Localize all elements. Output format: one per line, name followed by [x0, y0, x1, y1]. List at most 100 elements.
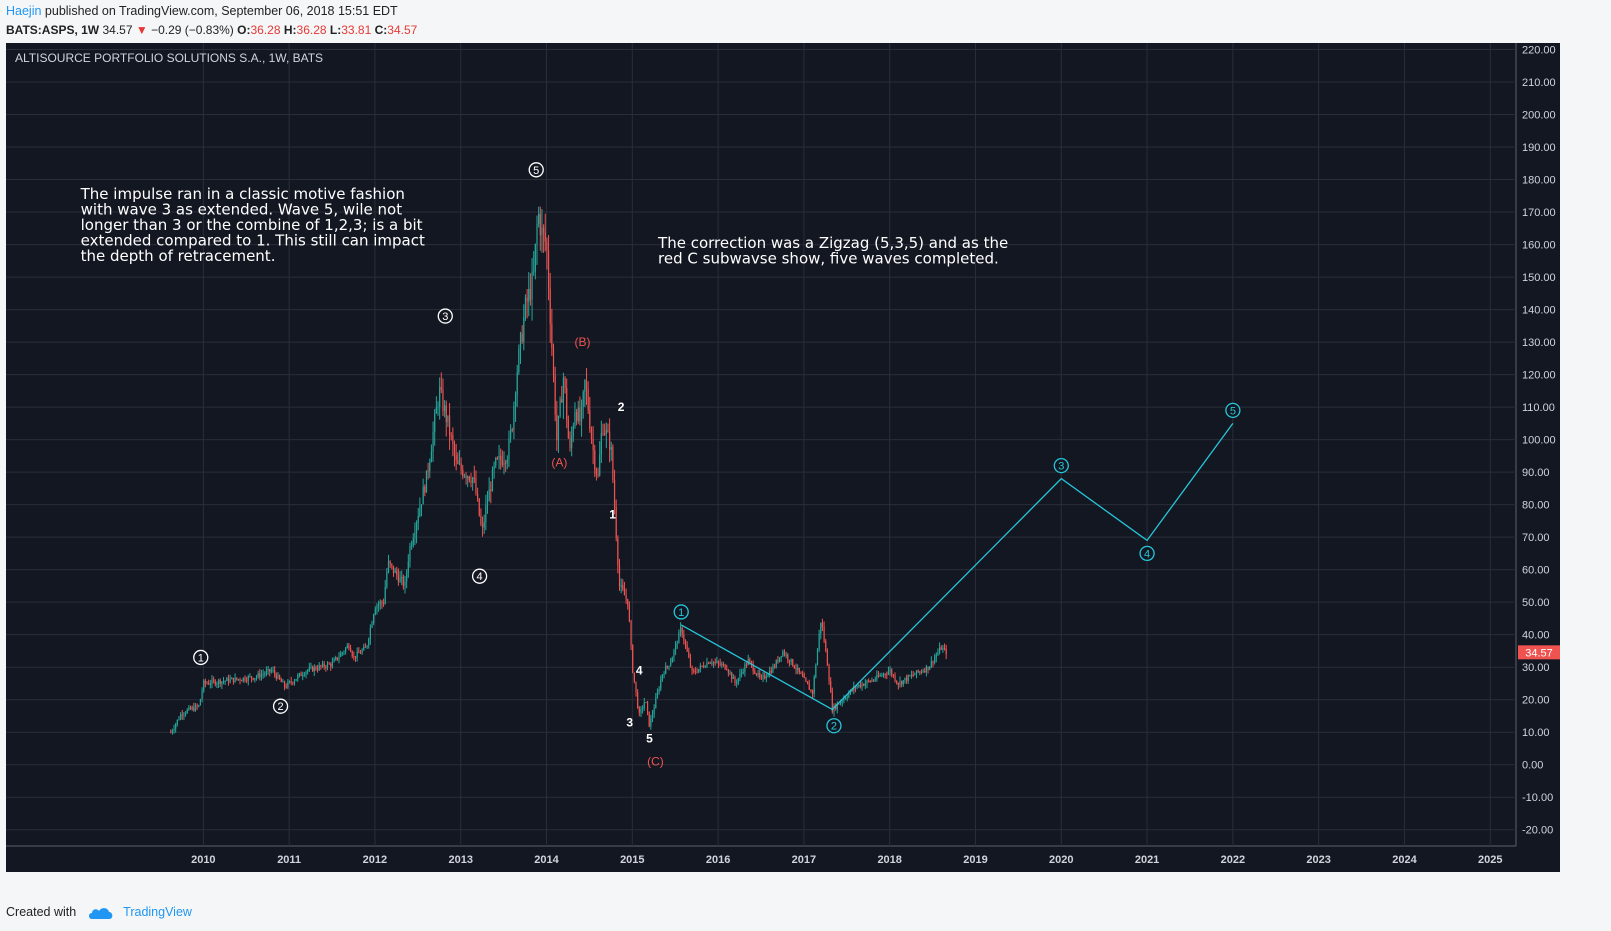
candle-body: [777, 660, 779, 662]
candle-body: [292, 682, 294, 684]
candle-body: [760, 676, 762, 678]
candle-body: [447, 415, 449, 423]
candle-body: [693, 670, 695, 672]
price-tick-label: 120.00: [1522, 370, 1556, 382]
chart-title: ALTISOURCE PORTFOLIO SOLUTIONS S.A., 1W,…: [15, 51, 323, 65]
candle-body: [498, 455, 500, 459]
candle-body: [518, 348, 520, 373]
candle-body: [790, 659, 792, 663]
candle-body: [582, 391, 584, 408]
candle-body: [646, 702, 649, 712]
candle-body: [485, 505, 487, 522]
candle-body: [920, 671, 923, 673]
candle-body: [868, 680, 870, 682]
time-tick-label: 2022: [1221, 854, 1245, 866]
candle-body: [376, 605, 378, 609]
candle-body: [310, 666, 312, 668]
tradingview-link[interactable]: TradingView: [123, 905, 192, 919]
candle-body: [602, 432, 604, 434]
candle-body: [645, 702, 647, 704]
candle-body: [300, 673, 302, 677]
candle-body: [907, 675, 909, 681]
candle-body: [915, 670, 918, 675]
candle-body: [556, 414, 558, 441]
candle-body: [303, 674, 305, 676]
candle-body: [226, 678, 228, 681]
candle-body: [463, 475, 466, 477]
candle-body: [254, 678, 256, 680]
candle-body: [590, 429, 593, 439]
candle-body: [411, 545, 413, 547]
candle-body: [237, 679, 239, 681]
candle-body: [458, 463, 461, 465]
close-label: C:: [374, 23, 388, 37]
candle-body: [394, 570, 396, 573]
candle-body: [732, 677, 734, 679]
candle-body: [528, 288, 530, 302]
wave-label: 2: [831, 721, 837, 733]
author-link[interactable]: Haejin: [6, 4, 42, 18]
candle-body: [490, 489, 492, 491]
candle-body: [470, 480, 472, 483]
candle-body: [234, 677, 236, 683]
candle-body: [523, 317, 525, 342]
candle-body: [259, 673, 261, 678]
candle-body: [569, 438, 571, 449]
candle-body: [541, 227, 543, 236]
candle-body: [788, 659, 791, 663]
candle-body: [336, 657, 338, 660]
candle-body: [698, 668, 700, 673]
candle-body: [313, 667, 315, 672]
candle-body: [844, 698, 847, 700]
candle-body: [348, 645, 350, 648]
candle-body: [503, 462, 505, 465]
candle-body: [717, 661, 720, 664]
wave-label: 2: [277, 701, 283, 713]
candle-body: [792, 659, 794, 666]
candle-body: [795, 668, 797, 670]
candle-body: [912, 674, 914, 676]
candle-body: [242, 677, 244, 681]
candle-body: [891, 669, 893, 675]
candle-body: [775, 660, 777, 668]
price-tick-label: 60.00: [1522, 565, 1550, 577]
candle-body: [472, 477, 474, 483]
candle-body: [859, 684, 861, 687]
candle-body: [378, 604, 380, 606]
candle-body: [661, 674, 664, 680]
candle-body: [739, 673, 741, 679]
candle-body: [806, 681, 809, 685]
wave-label: (A): [551, 455, 567, 469]
wave-circle-marker: [1225, 402, 1241, 419]
candle-body: [384, 586, 386, 604]
candle-body: [285, 687, 287, 689]
candle-body: [275, 674, 277, 679]
candle-body: [872, 680, 875, 682]
candle-body: [425, 470, 428, 493]
candle-body: [881, 675, 883, 677]
candle-body: [904, 677, 906, 681]
candle-body: [366, 645, 368, 648]
last-price: 34.57: [102, 23, 133, 37]
candle-body: [830, 680, 832, 693]
candle-body: [501, 460, 503, 465]
candle-body: [703, 665, 705, 668]
candle-body: [754, 671, 756, 674]
candle-body: [658, 688, 660, 693]
candle-body: [887, 671, 890, 675]
candle-body: [605, 429, 607, 435]
annotation-text: The impulse ran in a classic motive fash…: [80, 185, 405, 203]
candle-body: [559, 399, 561, 417]
candle-body: [475, 478, 477, 494]
candle-body: [439, 387, 441, 407]
candle-body: [706, 662, 708, 667]
candle-body: [694, 671, 696, 673]
candle-body: [943, 647, 946, 649]
candle-body: [199, 699, 202, 706]
wave-circle-marker: [673, 604, 689, 620]
candle-body: [511, 429, 513, 431]
candle-body: [585, 380, 588, 390]
candle-body: [396, 570, 398, 576]
candle-body: [627, 598, 629, 606]
